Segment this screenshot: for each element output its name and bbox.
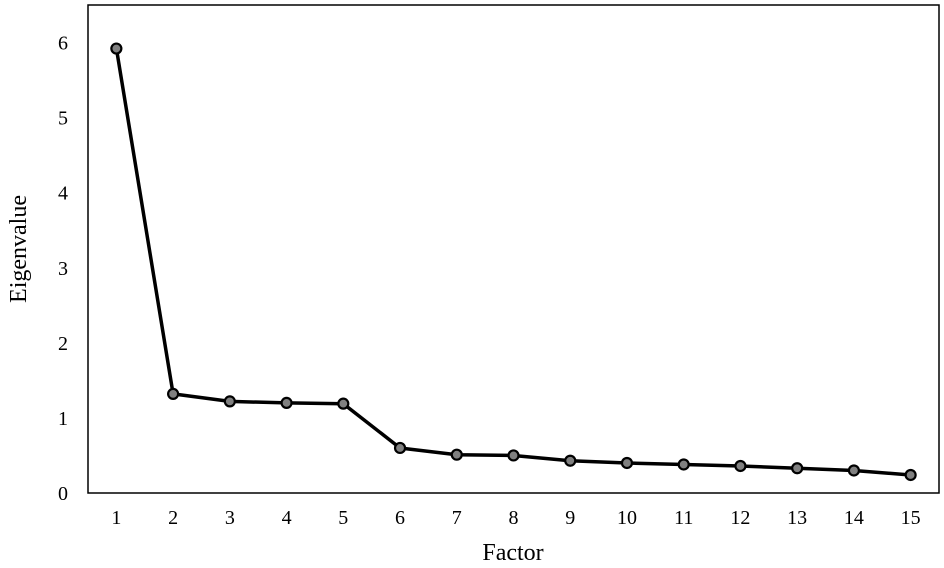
x-tick-label: 8 bbox=[509, 507, 519, 529]
x-tick-label: 4 bbox=[282, 507, 292, 529]
data-point bbox=[791, 462, 804, 475]
y-tick-label: 2 bbox=[58, 333, 68, 355]
data-point bbox=[904, 468, 917, 482]
y-tick-label: 6 bbox=[58, 33, 68, 55]
y-axis-ticks: 0 1 2 3 4 5 6 bbox=[58, 33, 68, 505]
data-point bbox=[167, 387, 180, 400]
data-point bbox=[393, 441, 407, 455]
x-tick-label: 11 bbox=[674, 507, 693, 529]
y-axis-title: Eigenvalue bbox=[6, 195, 32, 303]
x-tick-label: 2 bbox=[168, 507, 178, 529]
x-tick-label: 12 bbox=[730, 507, 750, 529]
x-tick-label: 9 bbox=[565, 507, 575, 529]
x-tick-label: 7 bbox=[452, 507, 462, 529]
y-tick-label: 0 bbox=[58, 483, 68, 505]
data-point bbox=[110, 42, 123, 55]
data-point bbox=[564, 454, 577, 467]
data-point bbox=[223, 395, 236, 408]
y-tick-label: 5 bbox=[58, 108, 68, 130]
data-point bbox=[677, 458, 690, 471]
data-point bbox=[507, 449, 520, 462]
x-tick-label: 13 bbox=[787, 507, 807, 529]
data-point bbox=[450, 448, 463, 461]
data-point bbox=[734, 459, 747, 473]
x-tick-label: 1 bbox=[111, 507, 121, 529]
data-point bbox=[337, 397, 350, 410]
x-tick-label: 5 bbox=[338, 507, 348, 529]
y-tick-label: 4 bbox=[58, 183, 68, 205]
x-axis-title: Factor bbox=[482, 540, 543, 566]
data-point bbox=[280, 396, 293, 410]
x-tick-label: 3 bbox=[225, 507, 235, 529]
x-tick-label: 14 bbox=[844, 507, 864, 529]
y-tick-label: 1 bbox=[58, 408, 68, 430]
plot-area bbox=[87, 4, 940, 494]
data-point bbox=[847, 464, 861, 477]
x-tick-label: 10 bbox=[617, 507, 637, 529]
y-tick-label: 3 bbox=[58, 258, 68, 280]
x-axis-ticks: 1 2 3 4 5 6 7 8 9 10 11 12 13 14 15 bbox=[111, 507, 920, 529]
data-point bbox=[620, 456, 634, 470]
data-markers bbox=[110, 42, 917, 482]
x-tick-label: 15 bbox=[901, 507, 921, 529]
x-tick-label: 6 bbox=[395, 507, 405, 529]
